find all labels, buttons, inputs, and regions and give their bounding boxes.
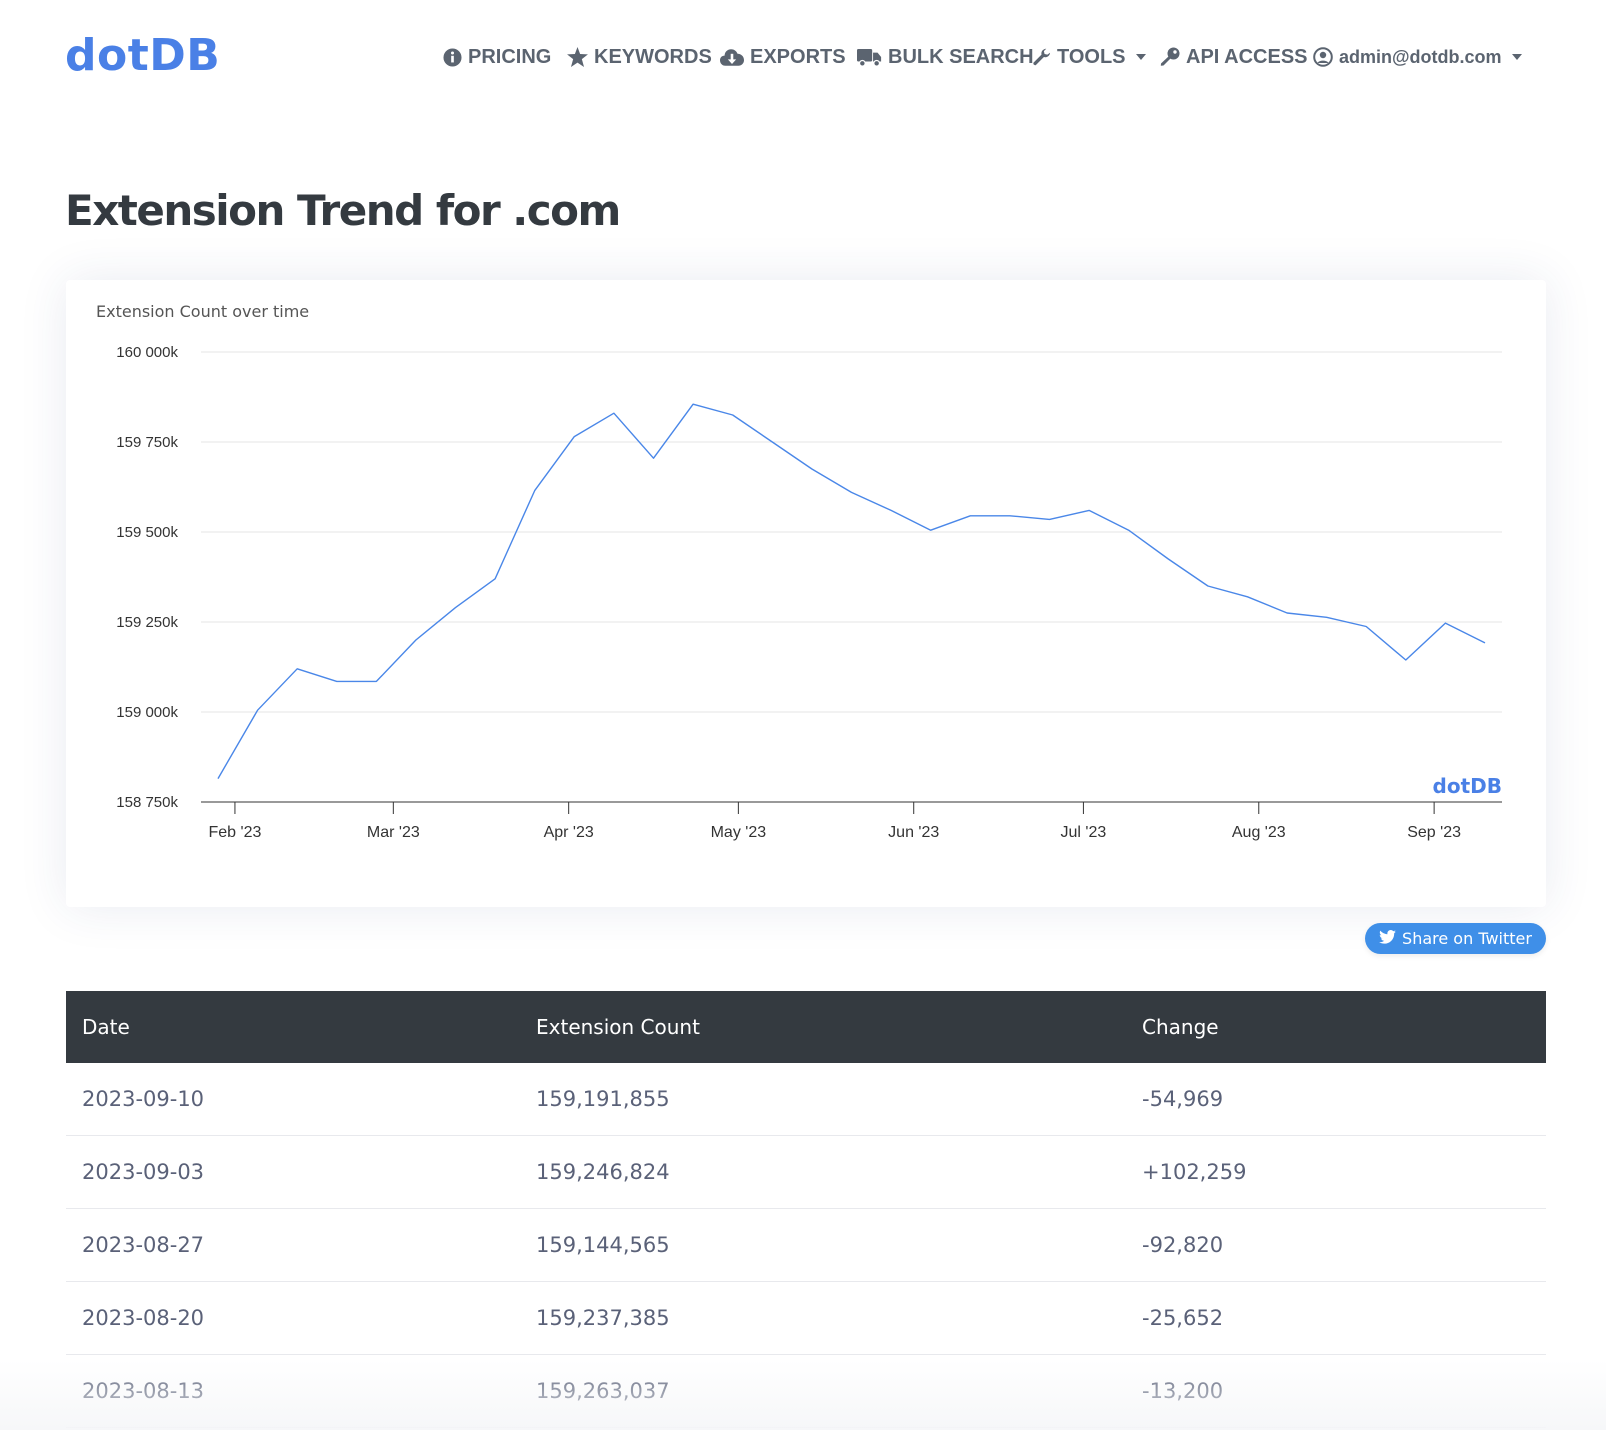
cell-change: -13,200: [1142, 1379, 1224, 1403]
share-on-twitter-button[interactable]: Share on Twitter: [1365, 923, 1546, 954]
share-on-twitter-label: Share on Twitter: [1402, 929, 1532, 948]
cell-extension-count: 159,237,385: [536, 1306, 670, 1330]
table-row: 2023-08-13 159,263,037 -13,200: [66, 1355, 1546, 1428]
star-icon: [567, 47, 588, 67]
info-circle-icon: [443, 47, 462, 67]
header-change: Change: [1142, 1015, 1219, 1039]
nav-api-access[interactable]: API ACCESS: [1160, 42, 1308, 72]
nav-exports[interactable]: EXPORTS: [720, 42, 846, 72]
cell-date: 2023-08-27: [82, 1233, 205, 1257]
table-row: 2023-08-20 159,237,385 -25,652: [66, 1282, 1546, 1355]
y-tick-label: 160 000k: [116, 344, 178, 361]
table-header: Date Extension Count Change: [66, 991, 1546, 1063]
x-tick-label: Jul '23: [1061, 824, 1107, 841]
x-tick-label: Sep '23: [1407, 824, 1461, 841]
cell-change: +102,259: [1142, 1160, 1247, 1184]
nav-exports-label: EXPORTS: [750, 45, 846, 68]
cell-date: 2023-09-03: [82, 1160, 205, 1184]
nav-pricing[interactable]: PRICING: [443, 42, 551, 72]
chart-card: Extension Count over time 160 000k 159 750…: [66, 280, 1546, 907]
account-email: admin@dotdb.com: [1339, 46, 1502, 67]
table-row: 2023-08-27 159,144,565 -92,820: [66, 1209, 1546, 1282]
cell-change: -25,652: [1142, 1306, 1224, 1330]
nav-keywords[interactable]: KEYWORDS: [567, 42, 712, 72]
y-tick-label: 159 500k: [116, 524, 178, 541]
brand-logo[interactable]: dotDB: [65, 30, 221, 81]
chart-title: Extension Count over time: [96, 302, 309, 321]
nav-pricing-label: PRICING: [468, 45, 552, 68]
cell-date: 2023-08-20: [82, 1306, 205, 1330]
nav-bulk-search[interactable]: BULK SEARCH: [857, 42, 1034, 72]
x-tick-label: Aug '23: [1232, 824, 1286, 841]
cloud-download-icon: [720, 48, 744, 67]
chart-watermark: dotDB: [1433, 774, 1502, 798]
extension-count-table: Date Extension Count Change 2023-09-10 1…: [66, 991, 1546, 1428]
nav-bulk-search-label: BULK SEARCH: [888, 45, 1034, 68]
cell-date: 2023-08-13: [82, 1379, 205, 1403]
cell-change: -54,969: [1142, 1087, 1224, 1111]
x-tick-label: Jun '23: [888, 824, 939, 841]
table-row: 2023-09-03 159,246,824 +102,259: [66, 1136, 1546, 1209]
nav-tools-label: TOOLS: [1057, 45, 1126, 68]
wrench-icon: [1032, 48, 1051, 67]
cell-date: 2023-09-10: [82, 1087, 205, 1111]
line-chart: Extension Count over time 160 000k 159 750…: [96, 302, 1502, 841]
key-icon: [1160, 47, 1180, 67]
x-tick-label: May '23: [711, 824, 767, 841]
cell-extension-count: 159,144,565: [536, 1233, 670, 1257]
truck-icon: [857, 48, 882, 67]
account-menu[interactable]: admin@dotdb.com: [1313, 42, 1522, 72]
y-tick-label: 159 750k: [116, 434, 178, 451]
twitter-bird-icon: [1379, 929, 1396, 948]
header-date: Date: [82, 1015, 130, 1039]
top-navbar: dotDB PRICING KEYWORDS EXPORTS BULK SEAR…: [0, 0, 1606, 112]
chevron-down-icon: [1135, 54, 1146, 60]
page-title: Extension Trend for .com: [65, 186, 621, 235]
cell-extension-count: 159,263,037: [536, 1379, 670, 1403]
cell-extension-count: 159,191,855: [536, 1087, 670, 1111]
nav-tools-dropdown[interactable]: TOOLS: [1032, 42, 1146, 72]
x-tick-label: Mar '23: [367, 824, 420, 841]
x-tick-label: Feb '23: [209, 824, 262, 841]
y-tick-label: 159 000k: [116, 704, 178, 721]
y-tick-label: 158 750k: [116, 794, 178, 811]
table-row: 2023-09-10 159,191,855 -54,969: [66, 1063, 1546, 1136]
cell-extension-count: 159,246,824: [536, 1160, 670, 1184]
nav-api-access-label: API ACCESS: [1186, 45, 1308, 68]
x-tick-label: Apr '23: [544, 824, 594, 841]
series-line: [217, 403, 1486, 779]
nav-keywords-label: KEYWORDS: [594, 45, 712, 68]
y-tick-label: 159 250k: [116, 614, 178, 631]
chevron-down-icon: [1511, 54, 1522, 60]
cell-change: -92,820: [1142, 1233, 1224, 1257]
user-circle-icon: [1313, 47, 1333, 67]
header-extension-count: Extension Count: [536, 1015, 700, 1039]
